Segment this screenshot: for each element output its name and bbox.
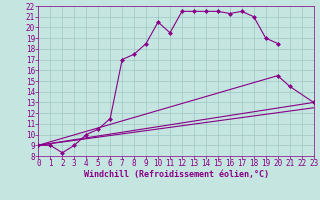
X-axis label: Windchill (Refroidissement éolien,°C): Windchill (Refroidissement éolien,°C) (84, 170, 268, 179)
